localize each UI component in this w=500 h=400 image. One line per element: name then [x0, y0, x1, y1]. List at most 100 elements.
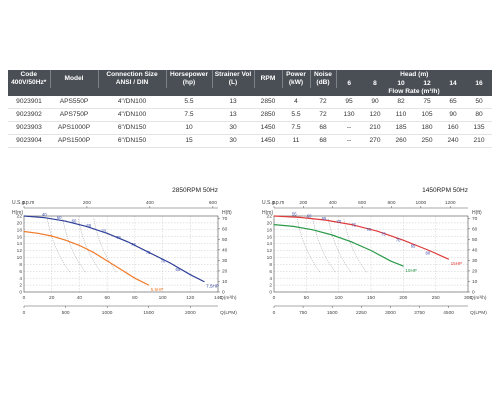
efficiency-label: 70 — [396, 237, 401, 242]
series-point — [189, 274, 191, 276]
efficiency-curve — [328, 218, 352, 274]
top-axis-tick-label: 400 — [329, 200, 337, 206]
plot-frame — [23, 215, 219, 293]
top-axis-label: U.S.g.p.m — [12, 200, 34, 206]
efficiency-label: 65 — [322, 216, 327, 221]
series-label: 15HP — [451, 261, 463, 266]
header-flow-14: 14 — [440, 79, 466, 88]
series-point — [85, 225, 87, 227]
code-cell: 9023902 — [8, 108, 50, 122]
series-point — [23, 215, 25, 217]
table-subheader-row: 6 8 10 12 14 16 — [8, 79, 493, 88]
series-point — [37, 232, 39, 234]
ft-tick-label: 0 — [222, 290, 225, 296]
code-cell: 9023903 — [8, 121, 50, 135]
lpm-tick-label: 2250 — [356, 310, 367, 316]
ft-tick-label: 70 — [472, 216, 478, 222]
ft-tick-label: 30 — [222, 258, 228, 264]
power-cell: 11 — [282, 134, 310, 148]
noise-cell: 68 — [310, 121, 336, 135]
head-cell: 270 — [362, 134, 388, 148]
power-cell: 7.5 — [282, 121, 310, 135]
code-cell: 9023901 — [8, 95, 50, 109]
y-tick-label: 18 — [17, 227, 23, 233]
series-point — [299, 216, 301, 218]
rpm-cell: 1450 — [254, 121, 282, 135]
header-flow-10: 10 — [388, 79, 414, 88]
lpm-tick-label: 0 — [23, 310, 26, 316]
header-model: Model — [50, 70, 99, 88]
x-tick-label: 250 — [432, 295, 440, 301]
ft-tick-label: 60 — [472, 226, 478, 232]
y-tick-label: 6 — [19, 269, 22, 275]
x-unit-lpm: Q(LPM) — [470, 310, 487, 316]
strainer-cell: 30 — [212, 121, 254, 135]
head-cell: 250 — [414, 134, 440, 148]
series-point — [203, 281, 205, 283]
x-tick-label: 120 — [186, 295, 194, 301]
y-tick-label: 6 — [269, 269, 272, 275]
x-tick-label: 100 — [335, 295, 343, 301]
strainer-cell: 13 — [212, 95, 254, 109]
header-flow-16: 16 — [466, 79, 493, 88]
top-axis-tick-label: 0 — [273, 200, 276, 206]
y-tick-label: 8 — [269, 262, 272, 268]
head-cell: 80 — [466, 108, 493, 122]
header-power: Power (kW) — [282, 70, 311, 88]
x-tick-label: 300 — [464, 295, 472, 301]
x-tick-label: 0 — [273, 295, 276, 301]
head-cell: 130 — [336, 108, 362, 122]
x-tick-label: 60 — [104, 295, 110, 301]
y-tick-label: 10 — [267, 255, 273, 261]
model-cell: APS1000P — [50, 121, 98, 135]
x-unit-m3h: Q(m³/h) — [220, 295, 237, 301]
hp-cell: 15 — [166, 134, 212, 148]
efficiency-curve — [47, 218, 71, 274]
model-cell: APS750P — [50, 108, 98, 122]
efficiency-label: 76 — [131, 242, 136, 247]
series-point — [402, 239, 404, 241]
rpm-cell: 1450 — [254, 134, 282, 148]
curve-chart-2850rpm: 2850RPM 50Hz H(m) H(ft) U.S.g.p.m 0 2 4 6 8 10 12 1… — [0, 182, 250, 322]
strainer-cell: 13 — [212, 108, 254, 122]
top-axis-tick-label: 1200 — [445, 200, 456, 206]
table-row: 9023902 APS750P 4"/DN100 7.5 13 2850 5.5 72 130 1… — [8, 108, 493, 122]
series-label: 10HP — [405, 268, 417, 273]
series-point — [292, 225, 294, 227]
y-tick-label: 4 — [19, 276, 22, 282]
table-body: 9023901 APS550P 4"/DN100 5.5 13 2850 4 72 95 90 82… — [8, 95, 493, 148]
efficiency-curve — [312, 218, 337, 274]
ft-tick-label: 50 — [222, 237, 228, 243]
x-tick-label: 80 — [132, 295, 138, 301]
series-point — [351, 241, 353, 243]
y-tick-label: 2 — [269, 283, 272, 289]
rpm-cell: 2850 — [254, 108, 282, 122]
connection-cell: 4"/DN100 — [98, 95, 166, 109]
ft-tick-label: 50 — [472, 237, 478, 243]
efficiency-label: 60 — [307, 214, 312, 219]
head-cell: 180 — [414, 121, 440, 135]
head-cell: 65 — [440, 95, 466, 109]
x-unit-lpm: Q(LPM) — [220, 310, 237, 316]
series-point — [148, 284, 150, 286]
lpm-tick-label: 4500 — [443, 310, 454, 316]
ft-tick-label: 30 — [472, 258, 478, 264]
header-strainer: Strainer Vol (L) — [212, 70, 255, 88]
header-connection: Connection Size ANSI / DIN — [98, 70, 167, 88]
efficiency-label: 75 — [116, 235, 121, 240]
noise-cell: 72 — [310, 108, 336, 122]
series-point — [448, 258, 450, 260]
header-noise: Noise (dB) — [310, 70, 337, 88]
efficiency-curve — [78, 218, 102, 274]
y-tick-label: 4 — [269, 276, 272, 282]
y-tick-label: 12 — [17, 248, 23, 254]
x-tick-label: 140 — [214, 295, 222, 301]
table-header-row: Code 400V/50Hz* Model Connection Size AN… — [8, 70, 493, 88]
head-cell: -- — [336, 121, 362, 135]
ft-tick-label: 20 — [472, 269, 478, 275]
head-cell: 260 — [388, 134, 414, 148]
series-point — [106, 232, 108, 234]
series-point — [428, 250, 430, 252]
top-axis-tick-label: 600 — [209, 200, 217, 206]
